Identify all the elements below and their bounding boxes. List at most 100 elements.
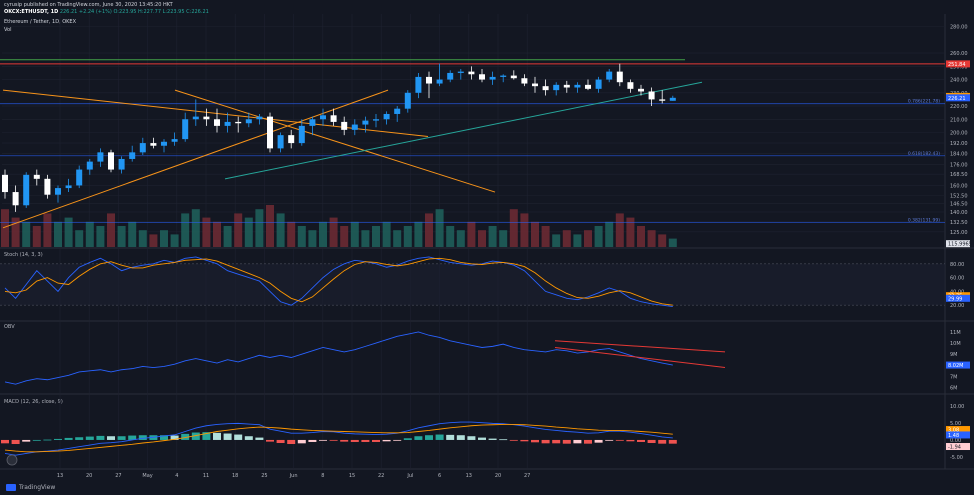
downtrend-line: [2, 89, 429, 137]
volume-bar: [488, 226, 497, 247]
fib-label: 0.382(131.99): [908, 218, 940, 224]
macd-histogram-bar: [340, 439, 349, 442]
volume-bar: [54, 221, 62, 247]
macd-signal-line: [4, 423, 673, 453]
candle-body: [404, 92, 411, 109]
macd-histogram-bar: [202, 432, 211, 440]
macd-value-label-bg: [946, 443, 970, 451]
x-tick-label: 20: [495, 473, 501, 479]
volume-bar: [658, 234, 667, 247]
candle-body: [468, 71, 475, 75]
price-tick-label: 240.00: [950, 78, 968, 84]
volume-bar: [117, 226, 126, 247]
volume-bar: [202, 217, 211, 247]
stoch-d-line: [4, 257, 673, 306]
candle-body: [553, 84, 560, 91]
price-label-bottom-bg: [946, 240, 970, 248]
stoch-label: Stoch (14, 3, 3): [4, 252, 43, 258]
candle-body: [595, 79, 602, 89]
macd-histogram-bar: [403, 438, 412, 440]
volume-bar: [64, 217, 73, 247]
stoch-d-label-bg: [946, 294, 970, 302]
volume-bar: [160, 230, 168, 247]
macd-histogram-bar: [107, 436, 115, 440]
candle-body: [86, 161, 93, 170]
macd-tick-label: 10.00: [950, 404, 964, 410]
macd-histogram-bar: [329, 439, 338, 441]
price-tick-label: 280.00: [950, 25, 968, 31]
stoch-tick-label: 20.00: [950, 303, 964, 309]
volume-bar: [329, 217, 338, 247]
candle-body: [23, 174, 30, 206]
macd-label: MACD (12, 26, close, 9): [4, 399, 63, 405]
price-change: +2.24 (+1%): [78, 9, 112, 15]
volume-bar: [107, 213, 115, 247]
volume-bar: [170, 234, 179, 247]
stoch-tick-label: 80.00: [950, 262, 964, 268]
fib-label: 0.618(182.43): [908, 151, 940, 157]
volume-bar: [234, 213, 243, 247]
candle-body: [351, 124, 358, 130]
volume-bar: [467, 221, 476, 247]
obv-tick-label: 11M: [950, 330, 961, 336]
price-label-red: 251.84: [948, 62, 966, 68]
footer-text: TradingView: [19, 484, 56, 491]
macd-histogram-bar: [160, 435, 168, 440]
candle-body: [373, 119, 379, 121]
price-tick-label: 152.50: [950, 193, 968, 199]
obv-tick-label: 9M: [950, 352, 958, 358]
x-tick-label: 13: [57, 473, 63, 479]
macd-value-label-bg: [946, 426, 970, 434]
macd-histogram-bar: [297, 439, 306, 444]
macd-histogram-bar: [308, 439, 317, 442]
macd-line: [4, 421, 673, 456]
stoch-k-line: [4, 256, 673, 308]
volume-bar: [319, 221, 327, 247]
volume-bar: [255, 209, 264, 247]
candle-body: [447, 72, 454, 80]
macd-histogram-bar: [1, 439, 9, 444]
candle-body: [2, 174, 8, 193]
volume-bar: [382, 221, 391, 247]
volume-bar: [414, 221, 423, 247]
macd-histogram-bar: [54, 438, 62, 440]
candle-body: [203, 116, 210, 120]
candle-body: [320, 115, 326, 120]
macd-histogram-bar: [181, 433, 190, 440]
macd-histogram-bar: [382, 439, 391, 442]
macd-histogram-bar: [11, 439, 20, 445]
x-tick-label: 13: [466, 473, 472, 479]
volume-bar: [456, 230, 465, 247]
price-label-red-bg: [946, 60, 970, 68]
macd-histogram-bar: [562, 439, 571, 444]
volume-bar: [552, 234, 561, 247]
candle-body: [627, 82, 634, 89]
price-tick-label: 192.00: [950, 141, 968, 147]
volume-bar: [1, 209, 9, 247]
macd-histogram-bar: [319, 439, 327, 441]
candle-body: [129, 152, 136, 159]
candle-body: [76, 169, 83, 186]
green-uptrend-line: [224, 81, 703, 180]
price-label-bottom: 115.9965: [948, 242, 972, 248]
candle-body: [542, 86, 549, 91]
macd-histogram-bar: [456, 435, 465, 440]
candle-body: [521, 78, 528, 84]
macd-histogram-bar: [552, 439, 561, 444]
volume-bar: [266, 205, 274, 247]
macd-histogram-bar: [435, 434, 444, 440]
candle-body: [256, 116, 263, 120]
macd-histogram-bar: [647, 439, 656, 443]
volume-bar: [435, 209, 444, 247]
candle-body: [574, 84, 581, 88]
macd-histogram-bar: [191, 432, 200, 440]
candle-body: [532, 83, 538, 87]
candle-body: [415, 76, 422, 93]
macd-histogram-bar: [541, 439, 550, 444]
obv-label: OBV: [4, 324, 15, 330]
candle-body: [606, 71, 613, 80]
macd-histogram-bar: [626, 439, 635, 442]
macd-histogram-bar: [668, 439, 677, 444]
volume-bar: [308, 230, 317, 247]
